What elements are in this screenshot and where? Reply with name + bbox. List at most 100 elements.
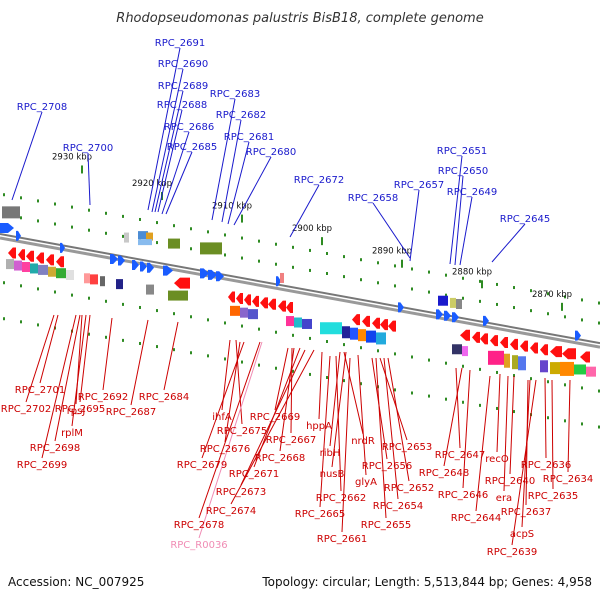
bottom-gene-label[interactable]: RPC_R0036 (170, 540, 227, 551)
forward-gene-arrow (140, 261, 147, 272)
top-gene-label[interactable]: RPC_2682 (216, 110, 266, 121)
cog-block-bottom (320, 322, 342, 335)
top-gene-label[interactable]: RPC_2691 (155, 38, 205, 49)
forward-gene-arrow (0, 223, 14, 233)
top-gene-label[interactable]: RPC_2708 (17, 102, 67, 113)
forward-gene-arrow (444, 310, 451, 321)
bottom-gene-label[interactable]: RPC_2676 (200, 444, 250, 455)
top-gene-label[interactable]: RPC_2685 (167, 142, 217, 153)
bottom-gene-label[interactable]: RPC_2675 (217, 426, 267, 437)
bottom-gene-label[interactable]: RPC_2692 (78, 392, 128, 403)
top-gene-label[interactable]: RPC_2690 (158, 59, 208, 70)
bottom-gene-label[interactable]: RPC_2698 (30, 443, 80, 454)
cog-block-bottom (248, 309, 258, 320)
bottom-gene-label[interactable]: RPC_2687 (106, 407, 156, 418)
top-gene-label[interactable]: RPC_2649 (447, 187, 497, 198)
top-gene-label[interactable]: RPC_2650 (438, 166, 488, 177)
bottom-gene-label[interactable]: RPC_2679 (177, 460, 227, 471)
bottom-gene-label[interactable]: era (496, 493, 512, 504)
leader-line (230, 349, 315, 505)
bottom-gene-label[interactable]: RPC_2673 (216, 487, 266, 498)
reverse-gene-arrow (260, 297, 268, 309)
cog-block-bottom (56, 268, 66, 279)
top-gene-label[interactable]: RPC_2645 (500, 214, 550, 225)
leader-line (462, 369, 471, 489)
bottom-gene-label[interactable]: RPC_2637 (501, 507, 551, 518)
bottom-gene-label[interactable]: ihfA (212, 412, 232, 423)
bottom-gene-label[interactable]: RPC_2644 (451, 513, 501, 524)
leader-line (329, 351, 341, 447)
leader-line (25, 314, 55, 403)
bottom-gene-label[interactable]: rpsJ (67, 406, 86, 417)
bottom-gene-label[interactable]: RPC_2678 (174, 520, 224, 531)
leader-line (201, 341, 245, 459)
bottom-gene-label[interactable]: hppA (306, 421, 332, 432)
cog-block-bottom (66, 270, 74, 281)
bottom-gene-label[interactable]: recO (485, 454, 509, 465)
bottom-gene-label[interactable]: RPC_2674 (206, 506, 256, 517)
top-gene-label[interactable]: RPC_2700 (63, 143, 113, 154)
top-gene-label[interactable]: RPC_2657 (394, 180, 444, 191)
bottom-gene-label[interactable]: ribH (320, 448, 341, 459)
reverse-gene-arrow (520, 340, 528, 352)
bottom-gene-label[interactable]: RPC_2654 (373, 501, 423, 512)
top-gene-label[interactable]: RPC_2681 (224, 132, 274, 143)
top-gene-label[interactable]: RPC_2658 (348, 193, 398, 204)
bottom-gene-label[interactable]: RPC_2661 (317, 534, 367, 545)
bottom-gene-label[interactable]: rplM (61, 428, 83, 439)
bottom-gene-label[interactable]: RPC_2652 (384, 483, 434, 494)
cog-block-bottom (462, 346, 468, 357)
bottom-gene-label[interactable]: RPC_2701 (15, 385, 65, 396)
top-gene-label[interactable]: RPC_2688 (157, 100, 207, 111)
bottom-gene-label[interactable]: RPC_2648 (419, 468, 469, 479)
bottom-gene-label[interactable]: RPC_2655 (361, 520, 411, 531)
bottom-gene-label[interactable]: RPC_2668 (255, 453, 305, 464)
bottom-gene-label[interactable]: RPC_2684 (139, 392, 189, 403)
accession-text: Accession: NC_007925 (8, 575, 144, 589)
bottom-gene-label[interactable]: RPC_2634 (543, 474, 593, 485)
bottom-gene-label[interactable]: RPC_2662 (316, 493, 366, 504)
top-gene-label[interactable]: RPC_2672 (294, 175, 344, 186)
bottom-gene-label[interactable]: nrdR (351, 436, 375, 447)
bottom-gene-label[interactable]: RPC_2699 (17, 460, 67, 471)
bottom-gene-label[interactable]: RPC_2665 (295, 509, 345, 520)
leader-line (455, 367, 461, 449)
cog-block-bottom (358, 329, 366, 342)
bottom-gene-label[interactable]: RPC_2702 (1, 404, 51, 415)
bottom-gene-label[interactable]: glyA (355, 477, 377, 488)
bottom-gene-label[interactable]: RPC_2667 (266, 435, 316, 446)
leader-line (71, 314, 87, 427)
leader-line (319, 355, 331, 508)
top-gene-label[interactable]: RPC_2686 (164, 122, 214, 133)
bottom-gene-label[interactable]: RPC_2671 (229, 469, 279, 480)
cog-block-top (450, 297, 456, 308)
forward-gene-arrow (276, 276, 281, 287)
bottom-gene-label[interactable]: RPC_2653 (382, 442, 432, 453)
bottom-gene-label[interactable]: RPC_2639 (487, 547, 537, 558)
bottom-gene-label[interactable]: RPC_2635 (528, 491, 578, 502)
bottom-gene-label[interactable]: RPC_2646 (438, 490, 488, 501)
gene-labels[interactable]: RPC_2708 RPC_2700 RPC_2691 RPC_2690 RPC_2689… (1, 38, 593, 558)
bottom-gene-label[interactable]: RPC_2695 (55, 404, 105, 415)
cog-block-bottom (240, 307, 248, 318)
bottom-gene-label[interactable]: RPC_2640 (485, 476, 535, 487)
top-gene-label[interactable]: RPC_2689 (158, 81, 208, 92)
bottom-gene-label[interactable]: RPC_2669 (250, 412, 300, 423)
cog-block-top (138, 231, 148, 240)
bottom-gene-label[interactable]: nusB (320, 469, 345, 480)
reverse-gene-arrow (228, 291, 235, 303)
bottom-gene-label[interactable]: RPC_2636 (521, 460, 571, 471)
bottom-gene-label[interactable]: acpS (510, 529, 534, 540)
forward-gene-arrow (575, 330, 581, 341)
cog-block-bottom (38, 264, 48, 275)
top-gene-label[interactable]: RPC_2651 (437, 146, 487, 157)
bottom-gene-label[interactable]: RPC_2647 (435, 450, 485, 461)
top-gene-label[interactable]: RPC_2680 (246, 147, 296, 158)
leader-line (387, 357, 410, 482)
top-gene-label[interactable]: RPC_2683 (210, 89, 260, 100)
leader-line (54, 314, 81, 442)
bottom-gene-label[interactable]: RPC_2656 (362, 461, 412, 472)
forward-gene-arrow (208, 269, 217, 280)
leader-line (375, 357, 387, 519)
